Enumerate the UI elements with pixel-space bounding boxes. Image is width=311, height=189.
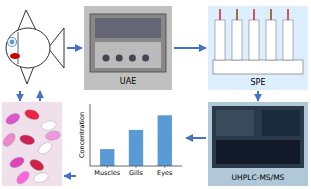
bars	[100, 115, 172, 166]
fish-pupil	[10, 40, 15, 45]
pill	[1, 131, 18, 148]
arrow	[39, 91, 41, 101]
x-tick-label: Eyes	[157, 169, 173, 177]
bar	[158, 115, 172, 166]
uhplc-device	[212, 106, 304, 168]
uhplc-background	[208, 102, 308, 186]
arrow	[186, 137, 206, 139]
spe-cartridge	[266, 20, 276, 60]
spe-tube	[287, 9, 289, 20]
uhplc-panel: UHPLC-MS/MS	[208, 102, 308, 186]
x-tick	[164, 166, 165, 168]
fish-gill	[18, 32, 19, 64]
fish-body	[6, 28, 50, 68]
fish-fin	[20, 66, 34, 84]
x-tick	[107, 166, 108, 168]
fish-mouth	[10, 53, 20, 59]
spe-background	[208, 6, 308, 90]
uae-background	[84, 6, 172, 90]
x-tick-label: Gills	[129, 169, 143, 177]
arrow	[64, 175, 76, 177]
uae-bath	[95, 42, 161, 68]
pill	[15, 169, 32, 186]
uae-device	[90, 14, 166, 72]
spe-cartridge	[232, 20, 242, 60]
spe-panel: SPE	[208, 6, 308, 90]
fish-eye	[8, 38, 17, 47]
spe-cartridge	[215, 20, 225, 60]
annotation: UAE	[120, 77, 136, 86]
spe-tube	[236, 9, 238, 20]
pill	[4, 111, 21, 126]
uae-knob	[116, 55, 123, 62]
spe-tube	[253, 9, 255, 20]
spe-tube	[270, 9, 272, 20]
fish	[6, 10, 64, 84]
uae-knob	[129, 55, 136, 62]
arrow	[174, 47, 206, 49]
y-axis-label: Concentration	[78, 112, 86, 158]
x-tick	[136, 166, 137, 168]
uae-knob	[142, 55, 149, 62]
spe-cartridge	[249, 20, 259, 60]
annotation: SPE	[251, 78, 266, 87]
uhplc-module	[216, 110, 254, 136]
arrow	[257, 91, 259, 101]
uhplc-module	[216, 140, 300, 164]
uae-panel: UAE	[84, 6, 172, 90]
spe-tube	[219, 9, 221, 20]
annotation: UHPLC-MS/MS	[232, 173, 285, 182]
arrow	[19, 91, 21, 101]
pill	[45, 130, 61, 141]
pill	[23, 108, 40, 122]
pill	[19, 134, 36, 147]
pill	[8, 155, 25, 169]
x-tick-label: Muscles	[94, 169, 120, 177]
fish-fin	[18, 10, 36, 30]
bar	[100, 149, 114, 166]
pill	[36, 140, 53, 156]
bar	[129, 130, 143, 166]
pill	[28, 157, 45, 172]
uae-knob	[103, 55, 110, 62]
pill	[41, 120, 57, 131]
y-axis	[90, 104, 91, 166]
pill	[32, 171, 49, 185]
spe-base	[213, 60, 303, 74]
uae-panel-top	[95, 18, 161, 38]
arrow	[67, 47, 82, 49]
uhplc-module	[262, 110, 300, 136]
pills-panel	[1, 102, 62, 186]
spe-cartridge	[283, 20, 293, 60]
figure: UAE SPE UHPLC-MS/MS Muscles Gills Eyes Concent…	[0, 0, 311, 189]
